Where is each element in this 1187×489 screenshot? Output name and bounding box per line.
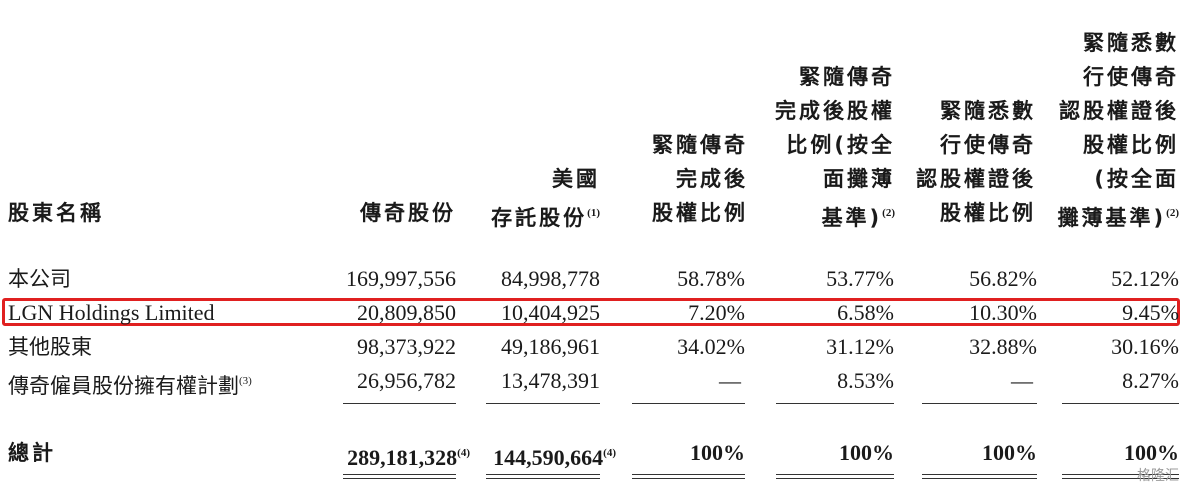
row-c3: 34.02% [677, 334, 745, 359]
header-legend-shares: 傳奇股份 [360, 201, 456, 225]
total-double-rule [922, 474, 1037, 475]
total-double-rule [486, 474, 600, 475]
header-ads: 美國 存託股份(1) [491, 167, 600, 230]
header-post-warrant-ratio: 緊隨悉數 行使傳奇 認股權證後 股權比例 [916, 99, 1036, 225]
row-name: 其他股東 [8, 335, 92, 359]
total-double-rule [343, 478, 456, 479]
total-ads: 144,590,664(4) [493, 445, 616, 470]
total-c3: 100% [690, 440, 745, 465]
row-name: LGN Holdings Limited [8, 300, 215, 325]
total-label: 總計 [8, 441, 56, 465]
row-c4: 8.53% [837, 368, 894, 393]
row-c5: 56.82% [969, 266, 1037, 291]
total-double-rule [343, 474, 456, 475]
row-ads: 84,998,778 [501, 266, 600, 291]
total-double-rule [922, 478, 1037, 479]
table-row: 本公司 169,997,556 84,998,778 58.78% 53.77%… [0, 262, 1187, 296]
row-c4: 31.12% [826, 334, 894, 359]
total-c5: 100% [982, 440, 1037, 465]
table-row: 傳奇僱員股份擁有權計劃(3) 26,956,782 13,478,391 — 8… [0, 364, 1187, 398]
row-highlight-box [2, 298, 1180, 326]
total-c4: 100% [839, 440, 894, 465]
row-c3: 58.78% [677, 266, 745, 291]
header-post-warrant-diluted: 緊隨悉數 行使傳奇 認股權證後 股權比例 (按全面 攤薄基準)(2) [1057, 31, 1179, 230]
total-row: 總計 289,181,328(4) 144,590,664(4) 100% 10… [0, 436, 1187, 470]
header-shareholder-name: 股東名稱 [8, 201, 104, 225]
subtotal-rule [632, 403, 745, 404]
row-name: 本公司 [8, 267, 71, 291]
total-shares: 289,181,328(4) [347, 445, 470, 470]
total-double-rule [776, 478, 894, 479]
total-double-rule [1062, 478, 1179, 479]
total-double-rule [632, 478, 745, 479]
subtotal-rule [1062, 403, 1179, 404]
subtotal-rule [776, 403, 894, 404]
row-c6: 30.16% [1111, 334, 1179, 359]
row-name: 傳奇僱員股份擁有權計劃(3) [8, 374, 252, 398]
row-c5: — [1011, 368, 1033, 393]
row-c6: 8.27% [1122, 368, 1179, 393]
row-shares: 169,997,556 [346, 266, 456, 291]
row-c5: 32.88% [969, 334, 1037, 359]
total-double-rule [1062, 474, 1179, 475]
row-shares: 98,373,922 [357, 334, 456, 359]
row-ads: 49,186,961 [501, 334, 600, 359]
subtotal-rule [922, 403, 1037, 404]
subtotal-rule [486, 403, 600, 404]
row-c4: 6.58% [837, 300, 894, 325]
row-c6: 9.45% [1122, 300, 1179, 325]
row-c3: — [719, 368, 741, 393]
row-shares: 20,809,850 [357, 300, 456, 325]
row-ads: 10,404,925 [501, 300, 600, 325]
total-double-rule [776, 474, 894, 475]
row-c6: 52.12% [1111, 266, 1179, 291]
header-post-completion-diluted: 緊隨傳奇 完成後股權 比例(按全 面攤薄 基準)(2) [775, 65, 895, 230]
subtotal-rule [343, 403, 456, 404]
table-row: 其他股東 98,373,922 49,186,961 34.02% 31.12%… [0, 330, 1187, 364]
row-c5: 10.30% [969, 300, 1037, 325]
row-shares: 26,956,782 [357, 368, 456, 393]
row-c4: 53.77% [826, 266, 894, 291]
total-double-rule [632, 474, 745, 475]
table-row: LGN Holdings Limited 20,809,850 10,404,9… [0, 296, 1187, 330]
watermark-logo: 格隆汇 [1137, 468, 1179, 484]
header-post-completion-ratio: 緊隨傳奇 完成後 股權比例 [652, 133, 748, 225]
row-c3: 7.20% [688, 300, 745, 325]
row-ads: 13,478,391 [501, 368, 600, 393]
total-double-rule [486, 478, 600, 479]
total-c6: 100% [1124, 440, 1179, 465]
